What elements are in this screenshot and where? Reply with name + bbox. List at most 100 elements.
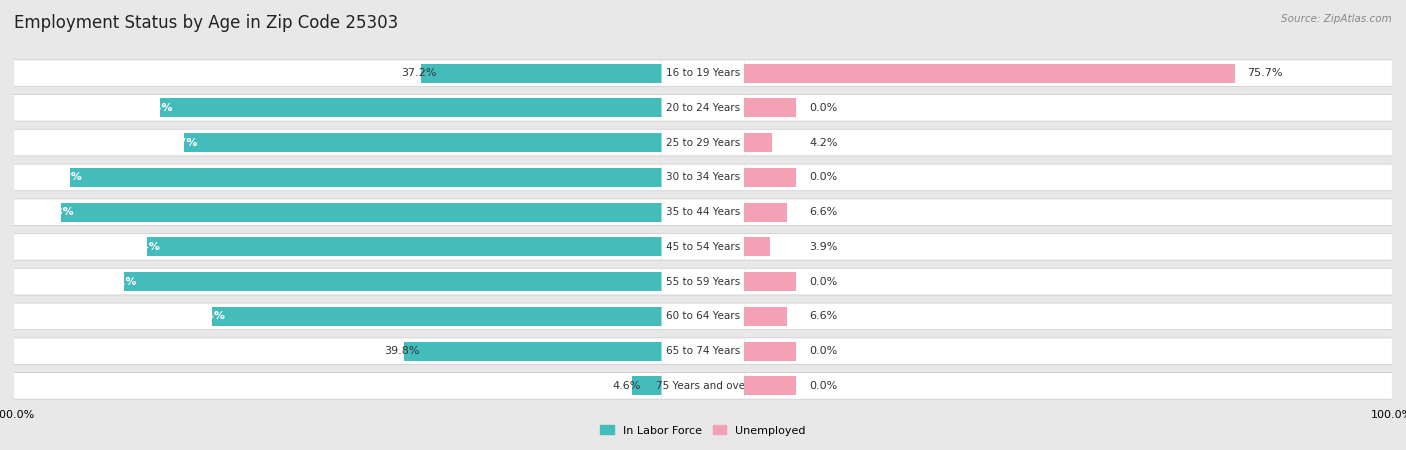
FancyBboxPatch shape xyxy=(662,269,744,294)
FancyBboxPatch shape xyxy=(14,373,662,399)
FancyBboxPatch shape xyxy=(14,234,662,260)
Text: 45 to 54 Years: 45 to 54 Years xyxy=(666,242,740,252)
Bar xyxy=(420,63,662,83)
Bar xyxy=(148,237,662,256)
FancyBboxPatch shape xyxy=(662,199,744,225)
FancyBboxPatch shape xyxy=(662,372,744,400)
Bar xyxy=(404,342,662,361)
FancyBboxPatch shape xyxy=(744,338,1392,364)
FancyBboxPatch shape xyxy=(662,165,744,190)
Text: 6.6%: 6.6% xyxy=(808,207,838,217)
FancyBboxPatch shape xyxy=(14,59,662,87)
Text: 83.1%: 83.1% xyxy=(98,277,136,287)
Bar xyxy=(744,342,796,361)
Text: 25 to 29 Years: 25 to 29 Years xyxy=(666,138,740,148)
FancyBboxPatch shape xyxy=(744,60,1392,86)
Bar xyxy=(60,202,662,222)
FancyBboxPatch shape xyxy=(744,199,1392,225)
Text: 0.0%: 0.0% xyxy=(808,381,838,391)
Text: 69.4%: 69.4% xyxy=(186,311,225,321)
FancyBboxPatch shape xyxy=(14,129,662,156)
FancyBboxPatch shape xyxy=(14,372,662,400)
FancyBboxPatch shape xyxy=(662,338,744,364)
FancyBboxPatch shape xyxy=(662,130,744,156)
Text: 55 to 59 Years: 55 to 59 Years xyxy=(666,277,740,287)
FancyBboxPatch shape xyxy=(14,338,662,365)
FancyBboxPatch shape xyxy=(662,234,744,260)
FancyBboxPatch shape xyxy=(14,338,662,364)
FancyBboxPatch shape xyxy=(662,338,744,365)
Text: 0.0%: 0.0% xyxy=(808,172,838,182)
FancyBboxPatch shape xyxy=(662,95,744,121)
Bar xyxy=(124,272,662,291)
Bar xyxy=(184,133,662,152)
FancyBboxPatch shape xyxy=(14,198,662,226)
FancyBboxPatch shape xyxy=(662,60,744,86)
FancyBboxPatch shape xyxy=(14,268,662,295)
Text: 0.0%: 0.0% xyxy=(808,277,838,287)
FancyBboxPatch shape xyxy=(744,94,1392,122)
Bar xyxy=(744,272,796,291)
Bar xyxy=(160,98,662,117)
Text: 4.6%: 4.6% xyxy=(613,381,641,391)
FancyBboxPatch shape xyxy=(14,269,662,294)
Text: 30 to 34 Years: 30 to 34 Years xyxy=(666,172,740,182)
FancyBboxPatch shape xyxy=(744,303,1392,329)
Text: 0.0%: 0.0% xyxy=(808,103,838,113)
FancyBboxPatch shape xyxy=(744,269,1392,294)
Text: 0.0%: 0.0% xyxy=(808,346,838,356)
FancyBboxPatch shape xyxy=(662,373,744,399)
FancyBboxPatch shape xyxy=(744,373,1392,399)
Text: 65 to 74 Years: 65 to 74 Years xyxy=(666,346,740,356)
Text: 20 to 24 Years: 20 to 24 Years xyxy=(666,103,740,113)
FancyBboxPatch shape xyxy=(14,95,662,121)
FancyBboxPatch shape xyxy=(14,130,662,156)
FancyBboxPatch shape xyxy=(744,372,1392,400)
FancyBboxPatch shape xyxy=(662,303,744,329)
Text: 77.5%: 77.5% xyxy=(134,103,173,113)
Legend: In Labor Force, Unemployed: In Labor Force, Unemployed xyxy=(596,421,810,440)
Bar xyxy=(744,202,787,222)
FancyBboxPatch shape xyxy=(14,199,662,225)
FancyBboxPatch shape xyxy=(662,164,744,191)
FancyBboxPatch shape xyxy=(744,233,1392,261)
Text: 79.4%: 79.4% xyxy=(121,242,160,252)
FancyBboxPatch shape xyxy=(14,94,662,122)
FancyBboxPatch shape xyxy=(14,303,662,330)
FancyBboxPatch shape xyxy=(744,59,1392,87)
Bar xyxy=(212,307,662,326)
Text: 60 to 64 Years: 60 to 64 Years xyxy=(666,311,740,321)
Text: 75 Years and over: 75 Years and over xyxy=(657,381,749,391)
Bar xyxy=(631,376,662,396)
Bar xyxy=(744,237,769,256)
Bar xyxy=(744,376,796,396)
FancyBboxPatch shape xyxy=(14,60,662,86)
FancyBboxPatch shape xyxy=(744,130,1392,156)
Text: Employment Status by Age in Zip Code 25303: Employment Status by Age in Zip Code 253… xyxy=(14,14,398,32)
FancyBboxPatch shape xyxy=(14,165,662,190)
FancyBboxPatch shape xyxy=(744,303,1392,330)
FancyBboxPatch shape xyxy=(662,198,744,226)
FancyBboxPatch shape xyxy=(662,59,744,87)
FancyBboxPatch shape xyxy=(14,164,662,191)
Text: 73.7%: 73.7% xyxy=(159,138,197,148)
FancyBboxPatch shape xyxy=(662,303,744,330)
Text: 37.2%: 37.2% xyxy=(401,68,437,78)
Bar xyxy=(744,98,796,117)
Text: 91.4%: 91.4% xyxy=(44,172,83,182)
FancyBboxPatch shape xyxy=(744,338,1392,365)
Text: 35 to 44 Years: 35 to 44 Years xyxy=(666,207,740,217)
Bar xyxy=(744,168,796,187)
FancyBboxPatch shape xyxy=(744,95,1392,121)
FancyBboxPatch shape xyxy=(662,94,744,122)
FancyBboxPatch shape xyxy=(744,164,1392,191)
Bar xyxy=(744,307,787,326)
FancyBboxPatch shape xyxy=(744,234,1392,260)
Text: 16 to 19 Years: 16 to 19 Years xyxy=(666,68,740,78)
FancyBboxPatch shape xyxy=(662,233,744,261)
FancyBboxPatch shape xyxy=(14,303,662,329)
Bar xyxy=(744,133,772,152)
FancyBboxPatch shape xyxy=(744,268,1392,295)
Text: Source: ZipAtlas.com: Source: ZipAtlas.com xyxy=(1281,14,1392,23)
Text: 3.9%: 3.9% xyxy=(808,242,838,252)
